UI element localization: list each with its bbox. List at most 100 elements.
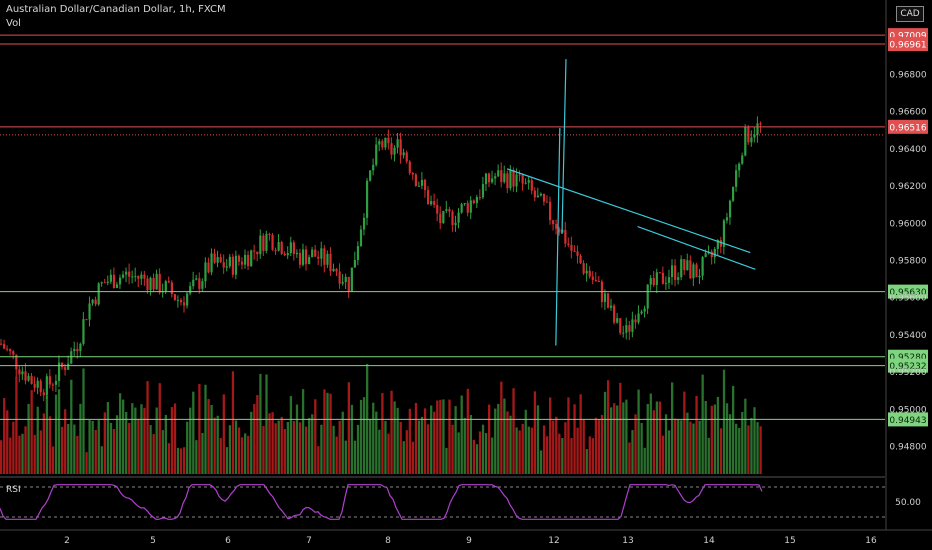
trend-line[interactable]	[637, 225, 756, 270]
price-level-badge	[888, 358, 928, 373]
volume-bar	[67, 424, 70, 474]
price-tick-label: 0.95600	[889, 294, 926, 304]
candle	[695, 264, 698, 278]
candle	[658, 272, 661, 274]
candle	[33, 383, 36, 388]
candle	[140, 274, 143, 279]
volume-bar	[48, 416, 52, 474]
volume-bar	[530, 427, 533, 474]
candle	[67, 363, 70, 370]
volume-bar	[640, 423, 643, 474]
volume-bar	[73, 424, 76, 474]
volume-bar	[231, 371, 235, 474]
volume-bar	[527, 426, 530, 474]
volume-bar	[503, 398, 506, 474]
candle	[744, 126, 747, 156]
volume-bar	[378, 429, 381, 474]
candle	[393, 147, 396, 155]
candle	[305, 249, 308, 265]
candle	[384, 137, 387, 148]
candle	[137, 275, 140, 279]
candle	[597, 281, 600, 283]
volume-bar	[710, 405, 713, 474]
volume-bar	[671, 382, 674, 474]
volume-bar	[582, 419, 585, 474]
volume-bar	[128, 422, 131, 474]
volume-bar	[201, 432, 204, 474]
candle	[298, 252, 302, 265]
volume-bar	[747, 425, 750, 474]
volume-bar	[112, 428, 116, 474]
volume-bar	[3, 398, 6, 474]
candle	[271, 234, 274, 250]
candle	[411, 172, 414, 175]
candle	[591, 276, 594, 280]
vertical-marker[interactable]	[561, 59, 567, 234]
candle	[677, 277, 680, 280]
candle	[195, 278, 198, 280]
volume-bar	[259, 373, 262, 474]
volume-bar	[79, 403, 82, 474]
volume-bar	[222, 394, 225, 474]
candle	[539, 193, 543, 196]
volume-bar	[256, 395, 259, 474]
candle	[356, 246, 360, 261]
candle	[244, 255, 247, 265]
time-tick-label: 2	[64, 536, 70, 546]
volume-bar	[759, 426, 762, 474]
volume-bar	[484, 433, 488, 474]
price-level-badge	[888, 119, 928, 134]
candle	[637, 313, 640, 323]
candle	[640, 311, 643, 314]
candle	[472, 200, 475, 204]
candle	[152, 277, 155, 290]
trend-line[interactable]	[506, 168, 751, 254]
volume-bar	[244, 433, 247, 474]
candle	[91, 299, 94, 304]
candle	[545, 201, 549, 203]
candle	[576, 251, 579, 256]
candle	[201, 281, 204, 289]
price-tick-label: 0.95400	[889, 331, 926, 341]
volume-bar	[268, 413, 271, 474]
volume-bar	[698, 420, 701, 474]
time-tick-label: 16	[865, 536, 877, 546]
candle	[573, 250, 576, 252]
vertical-marker[interactable]	[555, 127, 561, 346]
volume-bar	[332, 425, 335, 474]
volume-bar	[738, 427, 741, 474]
candle	[115, 284, 119, 288]
volume-bar	[356, 424, 360, 474]
volume-bar	[451, 424, 454, 474]
candle	[359, 229, 363, 247]
candle	[186, 293, 189, 306]
candle	[350, 267, 353, 292]
volume-bar	[506, 411, 509, 474]
candle	[369, 170, 372, 181]
volume-bar	[722, 369, 726, 474]
trend-lines[interactable]	[506, 59, 756, 346]
volume-bar	[36, 406, 39, 474]
volume-bar	[405, 430, 408, 474]
volume-bar	[423, 408, 427, 474]
volume-bar	[500, 381, 503, 474]
candle	[189, 286, 192, 294]
candle	[100, 282, 103, 284]
volume-bar	[161, 430, 164, 474]
price-level-label: 0.94943	[889, 416, 926, 426]
volume-bar	[286, 421, 289, 474]
volume-bar	[375, 411, 378, 474]
price-level-label: 0.96516	[889, 123, 926, 133]
candle	[549, 201, 552, 221]
candle	[503, 173, 506, 183]
candle	[448, 209, 451, 212]
volume-bar	[616, 405, 619, 474]
candle	[606, 293, 610, 308]
volume-bar	[289, 396, 293, 474]
candle	[317, 256, 320, 259]
currency-badge[interactable]: CAD	[896, 6, 924, 22]
candle	[323, 248, 326, 265]
volume-bar	[76, 435, 79, 474]
candle	[64, 367, 67, 370]
